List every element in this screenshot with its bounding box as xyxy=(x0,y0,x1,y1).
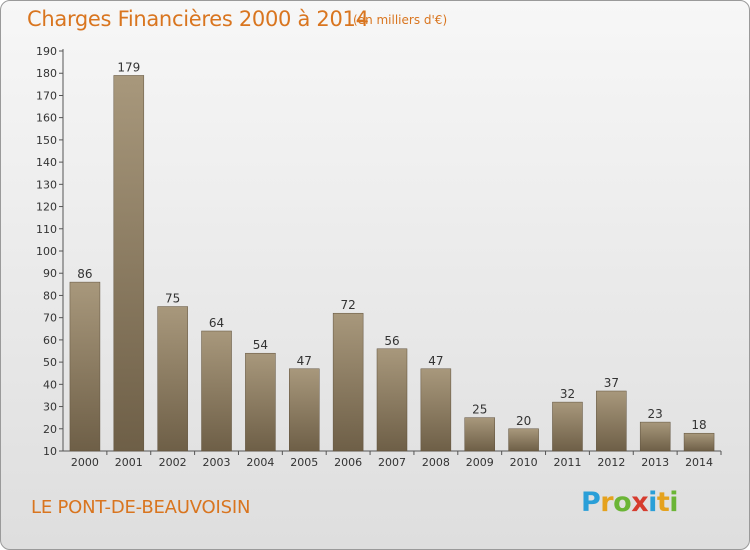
bar-2009 xyxy=(464,417,495,452)
y-tick-label: 60 xyxy=(43,334,57,347)
x-tick-label: 2001 xyxy=(115,456,143,469)
x-tick-label: 2009 xyxy=(466,456,494,469)
value-label: 25 xyxy=(472,403,487,417)
y-tick-label: 110 xyxy=(36,223,57,236)
bar-2011 xyxy=(552,401,583,452)
bar-2005 xyxy=(289,368,320,452)
y-tick-label: 20 xyxy=(43,423,57,436)
value-label: 179 xyxy=(117,60,140,74)
y-tick-label: 140 xyxy=(36,156,57,169)
bar-2003 xyxy=(201,330,232,452)
value-label: 20 xyxy=(516,414,531,428)
x-tick-label: 2012 xyxy=(597,456,625,469)
y-tick-label: 170 xyxy=(36,89,57,102)
bar-2000 xyxy=(69,281,101,452)
x-tick-label: 2008 xyxy=(422,456,450,469)
x-tick-label: 2000 xyxy=(71,456,99,469)
y-tick-label: 70 xyxy=(43,312,57,325)
value-label: 32 xyxy=(560,387,575,401)
x-tick-label: 2003 xyxy=(203,456,231,469)
bar-2010 xyxy=(508,428,539,452)
y-tick-label: 190 xyxy=(36,45,57,58)
bar-2006 xyxy=(332,312,364,452)
chart-subtitle: (en milliers d'€) xyxy=(353,13,448,27)
x-tick-label: 2011 xyxy=(553,456,581,469)
bar-2014 xyxy=(683,432,715,452)
bar-2007 xyxy=(376,348,408,452)
proxiti-logo[interactable]: Proxiti xyxy=(581,487,679,518)
y-tick-label: 80 xyxy=(43,289,57,302)
logo-letter: r xyxy=(600,487,614,518)
logo-letter: x xyxy=(631,487,649,518)
value-label: 18 xyxy=(691,418,706,432)
logo-letter: o xyxy=(613,487,632,518)
value-label: 23 xyxy=(648,407,663,421)
bar-2013 xyxy=(639,421,671,452)
y-tick-label: 30 xyxy=(43,401,57,414)
y-tick-label: 50 xyxy=(43,356,57,369)
x-tick-label: 2002 xyxy=(159,456,187,469)
value-label: 72 xyxy=(340,298,355,312)
chart-title: Charges Financières 2000 à 2014 xyxy=(27,7,369,31)
x-tick-label: 2005 xyxy=(290,456,318,469)
logo-letter: i xyxy=(669,487,679,518)
value-label: 86 xyxy=(77,267,92,281)
y-tick-label: 130 xyxy=(36,178,57,191)
bar-2012 xyxy=(596,390,627,452)
value-label: 64 xyxy=(209,316,224,330)
bar-2001 xyxy=(113,75,145,452)
y-tick-label: 120 xyxy=(36,201,57,214)
bar-2004 xyxy=(245,352,276,452)
logo-letter: t xyxy=(656,487,670,518)
location-name: LE PONT-DE-BEAUVOISIN xyxy=(31,497,251,518)
y-tick-label: 160 xyxy=(36,112,57,125)
logo-letter: P xyxy=(581,487,601,518)
y-tick-label: 100 xyxy=(36,245,57,258)
y-tick-label: 10 xyxy=(43,445,57,458)
x-tick-label: 2014 xyxy=(685,456,713,469)
value-label: 75 xyxy=(165,292,180,306)
value-label: 37 xyxy=(604,376,619,390)
y-tick-label: 90 xyxy=(43,267,57,280)
y-tick-label: 40 xyxy=(43,378,57,391)
logo-letter: i xyxy=(648,487,657,518)
x-tick-label: 2010 xyxy=(510,456,538,469)
x-tick-label: 2007 xyxy=(378,456,406,469)
y-tick-label: 150 xyxy=(36,134,57,147)
value-label: 54 xyxy=(253,338,268,352)
value-label: 56 xyxy=(384,334,399,348)
bar-2002 xyxy=(157,306,188,452)
y-tick-label: 180 xyxy=(36,67,57,80)
x-tick-label: 2004 xyxy=(246,456,274,469)
x-tick-label: 2013 xyxy=(641,456,669,469)
value-label: 47 xyxy=(297,354,312,368)
value-label: 47 xyxy=(428,354,443,368)
bar-2008 xyxy=(420,368,452,452)
x-tick-label: 2006 xyxy=(334,456,362,469)
